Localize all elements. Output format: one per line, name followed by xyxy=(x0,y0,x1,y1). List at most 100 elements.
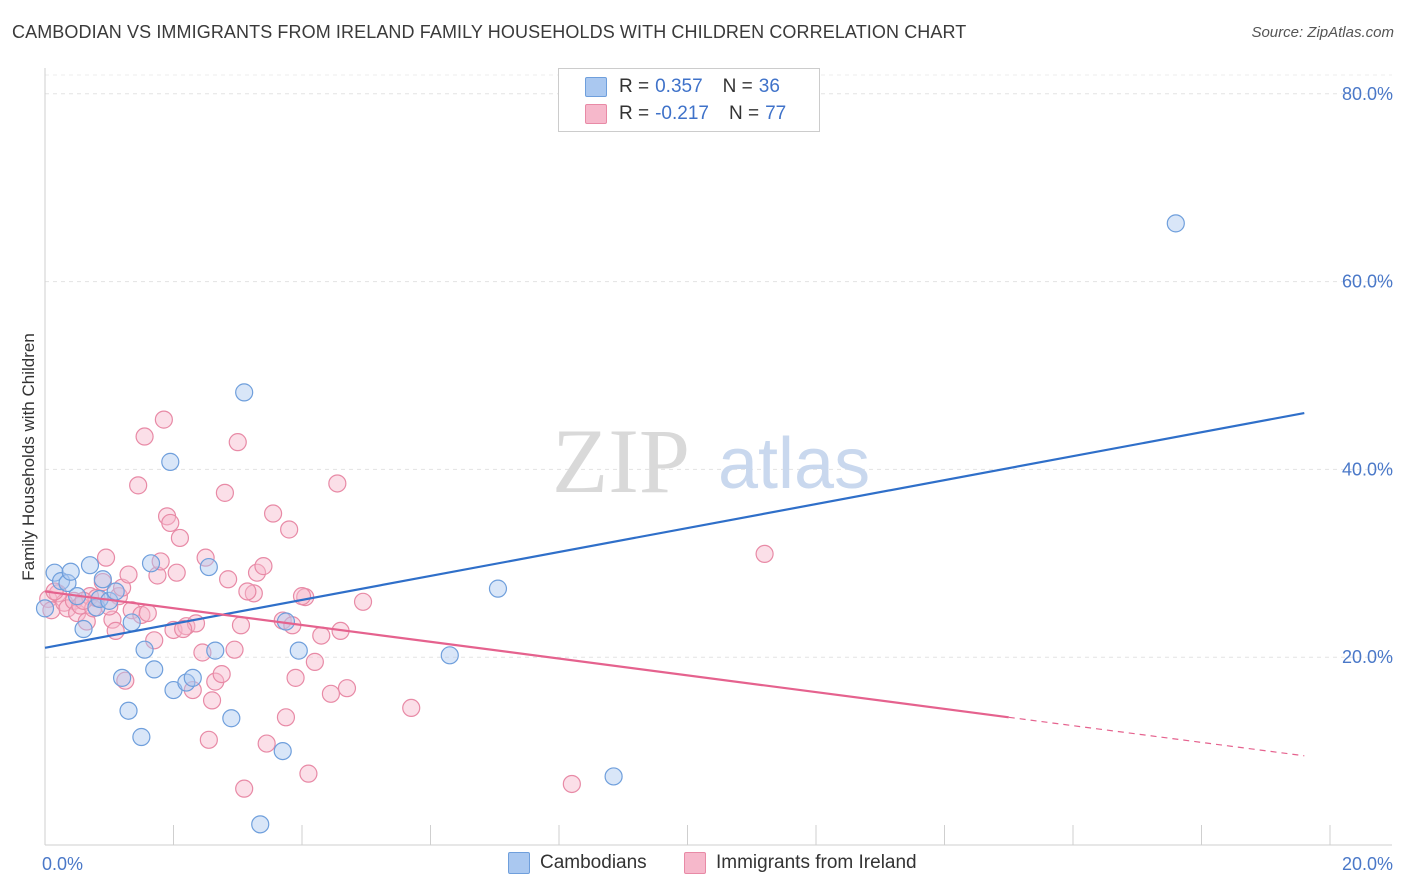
legend-r-label: R = xyxy=(619,103,650,124)
cambodians-point-7 xyxy=(80,556,100,575)
y-axis-title: Family Households with Children xyxy=(19,333,38,581)
x-tick-label-1: 20.0% xyxy=(1342,854,1393,874)
ireland-point-52 xyxy=(263,504,283,523)
cambodians-point-15 xyxy=(122,613,141,632)
y-tick-label-0: 80.0% xyxy=(1342,84,1393,104)
legend-n-value: 77 xyxy=(765,103,787,124)
ireland-point-23 xyxy=(138,603,157,623)
x-tick-label-0: 0.0% xyxy=(42,854,83,874)
ireland-point-61 xyxy=(312,626,331,645)
cambodians-point-19 xyxy=(145,660,164,679)
ireland-point-39 xyxy=(202,691,222,710)
cambodians-point-29 xyxy=(273,741,292,761)
legend-r-value: 0.357 xyxy=(655,76,703,97)
legend-swatch-blue xyxy=(585,77,607,97)
cambodians-point-25 xyxy=(206,641,225,660)
cambodians-point-3 xyxy=(58,573,77,593)
ireland-point-27 xyxy=(154,410,173,429)
cambodians-point-32 xyxy=(440,646,459,665)
ireland-point-43 xyxy=(219,570,238,589)
bottom-legend-swatch-pink xyxy=(684,852,706,874)
cambodians-point-10 xyxy=(93,570,112,589)
ireland-point-49 xyxy=(247,563,267,582)
cambodians-point-0 xyxy=(35,599,55,618)
cambodians-point-13 xyxy=(112,668,132,687)
ireland-point-22 xyxy=(135,427,154,446)
ireland-point-13 xyxy=(96,548,116,567)
ireland-point-51 xyxy=(257,734,276,753)
gridlines xyxy=(45,74,1392,658)
legend-n-value: 36 xyxy=(758,76,780,97)
watermark-atlas: atlas xyxy=(718,424,870,504)
ireland-point-29 xyxy=(161,513,180,533)
watermark-zip: ZIP xyxy=(552,410,690,512)
ireland-point-57 xyxy=(286,668,305,687)
ireland-point-59 xyxy=(299,764,318,783)
trend-lines xyxy=(44,411,1305,757)
ireland-point-42 xyxy=(215,483,234,502)
ireland-point-45 xyxy=(228,433,247,452)
bottom-legend-swatch-blue xyxy=(508,852,530,874)
cambodians-point-14 xyxy=(119,701,138,720)
cambodians-point-28 xyxy=(251,815,270,834)
ireland-point-69 xyxy=(755,544,774,564)
cambodians-point-4 xyxy=(61,562,80,581)
tick-labels: 80.0% 60.0% 40.0% 20.0% 0.0% 20.0% xyxy=(42,84,1393,874)
ireland-point-55 xyxy=(280,520,299,539)
trend-line-cambodians xyxy=(44,411,1305,649)
bottom-legend-label: Cambodians xyxy=(540,852,647,873)
axes xyxy=(44,68,1392,846)
legend-row-cambodians: R = 0.357 N = 36 xyxy=(585,75,780,99)
cambodians-point-2 xyxy=(51,572,71,591)
y-tick-label-1: 60.0% xyxy=(1342,272,1393,292)
legend-swatch-pink xyxy=(585,104,607,124)
ireland-point-54 xyxy=(276,708,296,727)
bottom-legend-ireland: Immigrants from Ireland xyxy=(684,852,917,874)
ireland-point-18 xyxy=(119,565,138,584)
ireland-point-67 xyxy=(402,698,421,718)
y-tick-label-2: 40.0% xyxy=(1342,459,1393,479)
legend-n-label: N = xyxy=(722,76,753,97)
ireland-point-63 xyxy=(328,474,347,493)
cambodians-point-26 xyxy=(222,709,241,728)
trend-line-ireland xyxy=(44,590,1009,719)
ireland-point-73 xyxy=(174,619,193,639)
ireland-point-66 xyxy=(353,592,373,611)
ireland-point-24 xyxy=(145,631,164,650)
ireland-point-47 xyxy=(235,779,254,798)
ireland-point-72 xyxy=(100,597,119,616)
cambodians-point-24 xyxy=(199,557,218,577)
legend-box: R = 0.357 N = 36 R = -0.217 N = 77 xyxy=(558,68,820,132)
y-tick-label-3: 20.0% xyxy=(1342,647,1393,667)
ireland-point-50 xyxy=(254,557,273,576)
ireland-point-20 xyxy=(129,476,148,495)
chart-title: CAMBODIAN VS IMMIGRANTS FROM IRELAND FAM… xyxy=(12,22,967,42)
cambodians-point-6 xyxy=(74,619,93,639)
cambodians-point-23 xyxy=(183,668,202,687)
ireland-point-32 xyxy=(170,528,190,548)
ireland-point-44 xyxy=(225,640,244,659)
bottom-legend-label: Immigrants from Ireland xyxy=(716,852,917,873)
ireland-point-41 xyxy=(212,664,231,684)
cambodians-point-20 xyxy=(161,452,180,471)
legend-row-ireland: R = -0.217 N = 77 xyxy=(585,102,786,126)
legend-r-label: R = xyxy=(619,76,650,97)
cambodians-point-18 xyxy=(141,554,161,573)
legend-r-value: -0.217 xyxy=(655,103,709,124)
ireland-point-46 xyxy=(231,616,251,635)
cambodians-point-16 xyxy=(132,727,151,747)
cambodians-point-12 xyxy=(106,582,125,601)
series-cambodians-points xyxy=(35,214,1185,834)
ireland-point-75 xyxy=(238,582,257,601)
legend-n-label: N = xyxy=(728,103,760,124)
ireland-point-68 xyxy=(562,774,581,794)
ireland-point-40 xyxy=(206,672,225,691)
ireland-point-31 xyxy=(167,563,186,582)
ireland-point-62 xyxy=(321,684,341,703)
ireland-point-60 xyxy=(305,652,324,671)
ireland-point-74 xyxy=(116,671,135,690)
ireland-point-65 xyxy=(337,679,357,698)
cambodians-point-34 xyxy=(604,767,623,786)
cambodians-point-27 xyxy=(235,383,254,402)
